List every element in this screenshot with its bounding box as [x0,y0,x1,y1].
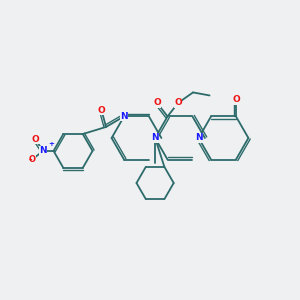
Text: N: N [151,134,159,142]
Text: O: O [28,155,35,164]
Text: N: N [195,134,203,142]
Text: N: N [39,146,47,155]
Text: O: O [232,95,240,104]
Text: +: + [48,141,54,147]
Text: O: O [174,98,182,107]
Text: O: O [153,98,161,107]
Text: N: N [120,112,128,121]
Text: O: O [98,106,105,115]
Text: O: O [32,135,39,144]
Text: -: - [28,156,32,165]
